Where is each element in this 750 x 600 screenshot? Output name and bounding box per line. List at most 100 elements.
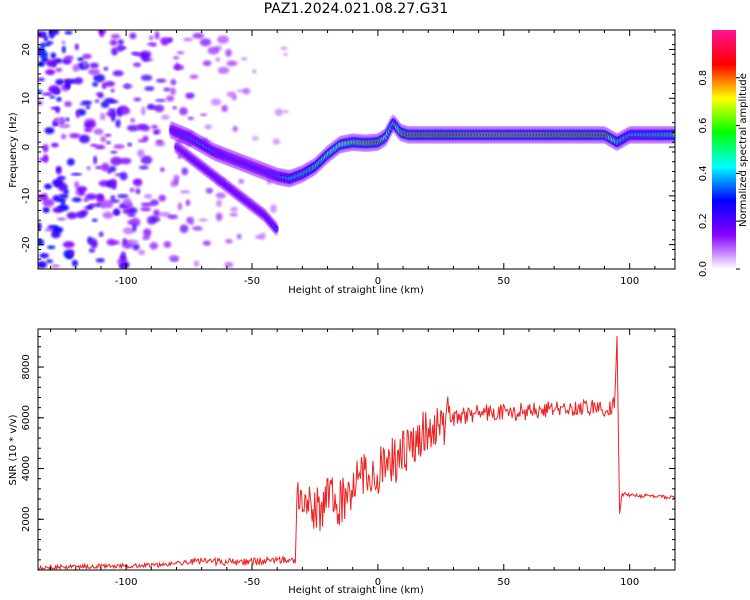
noise-blob <box>89 62 99 69</box>
noise-blob <box>100 135 107 143</box>
noise-blob <box>205 187 214 194</box>
noise-blob <box>104 81 116 87</box>
noise-blob <box>144 194 153 199</box>
x-tick-label: -100 <box>115 276 138 287</box>
noise-blob <box>202 240 211 246</box>
branch-ridge-core <box>274 227 278 231</box>
noise-blob <box>274 108 284 116</box>
noise-blob <box>266 178 272 185</box>
noise-blob <box>161 114 170 120</box>
noise-blob <box>120 263 126 269</box>
noise-blob <box>45 69 56 76</box>
noise-blob <box>63 79 71 83</box>
noise-blob <box>71 197 82 203</box>
noise-blob <box>95 166 103 170</box>
noise-blob <box>185 199 191 207</box>
noise-blob <box>217 66 230 74</box>
noise-blob <box>113 144 125 150</box>
noise-blob <box>76 185 88 193</box>
noise-blob <box>130 117 136 123</box>
noise-blob <box>215 57 221 62</box>
noise-blob <box>198 218 208 222</box>
noise-blob <box>177 202 183 211</box>
noise-blob <box>106 111 115 117</box>
noise-blob <box>116 259 122 264</box>
noise-blob <box>117 194 129 199</box>
noise-blob <box>72 64 80 72</box>
noise-blob <box>50 142 59 148</box>
noise-blob <box>38 238 45 246</box>
noise-blob <box>44 183 53 190</box>
noise-blob <box>41 92 53 96</box>
noise-blob <box>109 178 118 187</box>
noise-blob <box>169 87 176 96</box>
noise-blob <box>83 197 89 202</box>
noise-blob <box>81 100 93 105</box>
noise-blob <box>158 194 166 202</box>
noise-blob <box>215 212 223 222</box>
noise-blob <box>179 224 189 234</box>
noise-blob <box>94 144 106 150</box>
noise-blob <box>88 68 101 76</box>
noise-blob <box>86 165 91 171</box>
y-tick-label: 0 <box>21 144 32 150</box>
noise-blob <box>138 165 149 170</box>
x-tick-label: -50 <box>244 276 260 287</box>
noise-blob <box>189 74 199 80</box>
noise-blob <box>86 120 97 129</box>
noise-blob <box>122 46 127 50</box>
noise-blob <box>154 142 166 147</box>
noise-blob <box>140 106 146 116</box>
snr-ylabel: SNR (10 * v/v) <box>8 414 19 485</box>
noise-blob <box>172 106 177 110</box>
noise-blob <box>140 207 152 212</box>
noise-blob <box>136 123 147 129</box>
colorbar-tick-label: 0.2 <box>698 213 709 229</box>
noise-blob <box>132 223 137 233</box>
noise-blob <box>38 77 45 82</box>
noise-blob <box>54 117 67 124</box>
colorbar: 0.0 0.2 0.4 0.6 0.8 Normalized spectral ampl… <box>698 30 749 277</box>
y-tick-label: 20 <box>21 43 32 56</box>
noise-blob <box>50 52 57 59</box>
noise-blob <box>193 260 200 267</box>
noise-blob <box>270 204 277 214</box>
noise-blob <box>75 110 80 119</box>
noise-blob <box>69 133 81 139</box>
noise-blob <box>97 92 104 99</box>
noise-blob <box>49 95 56 99</box>
noise-blob <box>98 231 104 238</box>
noise-blob <box>131 218 137 224</box>
noise-blob <box>140 155 153 165</box>
noise-blob <box>104 97 115 104</box>
noise-blob <box>166 95 175 102</box>
noise-blob <box>252 69 257 74</box>
noise-blob <box>110 195 116 201</box>
x-tick-label: 0 <box>375 577 381 588</box>
x-tick-label: -100 <box>115 577 138 588</box>
noise-blob <box>39 33 46 38</box>
noise-blob <box>163 241 172 248</box>
noise-blob <box>52 207 64 214</box>
noise-blob <box>102 211 114 219</box>
noise-blob <box>149 242 159 250</box>
noise-blob <box>133 97 142 102</box>
noise-blob <box>90 143 98 147</box>
noise-blob <box>109 39 118 46</box>
x-tick-label: 50 <box>497 276 510 287</box>
noise-blob <box>126 239 139 245</box>
noise-blob <box>64 101 73 107</box>
noise-blob <box>102 199 114 209</box>
noise-blob <box>110 199 121 203</box>
noise-blob <box>117 39 124 45</box>
noise-blob <box>134 52 143 57</box>
noise-blob <box>225 238 233 244</box>
noise-blob <box>65 117 70 122</box>
noise-blob <box>74 43 79 51</box>
noise-blob <box>48 30 60 36</box>
noise-blob <box>38 222 42 231</box>
noise-blob <box>135 188 141 195</box>
noise-blob <box>154 31 160 40</box>
noise-blob <box>112 70 124 77</box>
